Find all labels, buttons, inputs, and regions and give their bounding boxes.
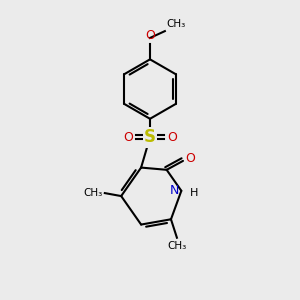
Text: O: O (123, 131, 133, 144)
Text: CH₃: CH₃ (83, 188, 102, 198)
Text: S: S (144, 128, 156, 146)
Text: O: O (185, 152, 195, 165)
Text: H: H (190, 188, 198, 198)
Text: CH₃: CH₃ (167, 241, 187, 251)
Text: O: O (145, 29, 155, 42)
Text: O: O (167, 131, 177, 144)
Text: N: N (169, 184, 179, 197)
Text: CH₃: CH₃ (166, 19, 186, 29)
